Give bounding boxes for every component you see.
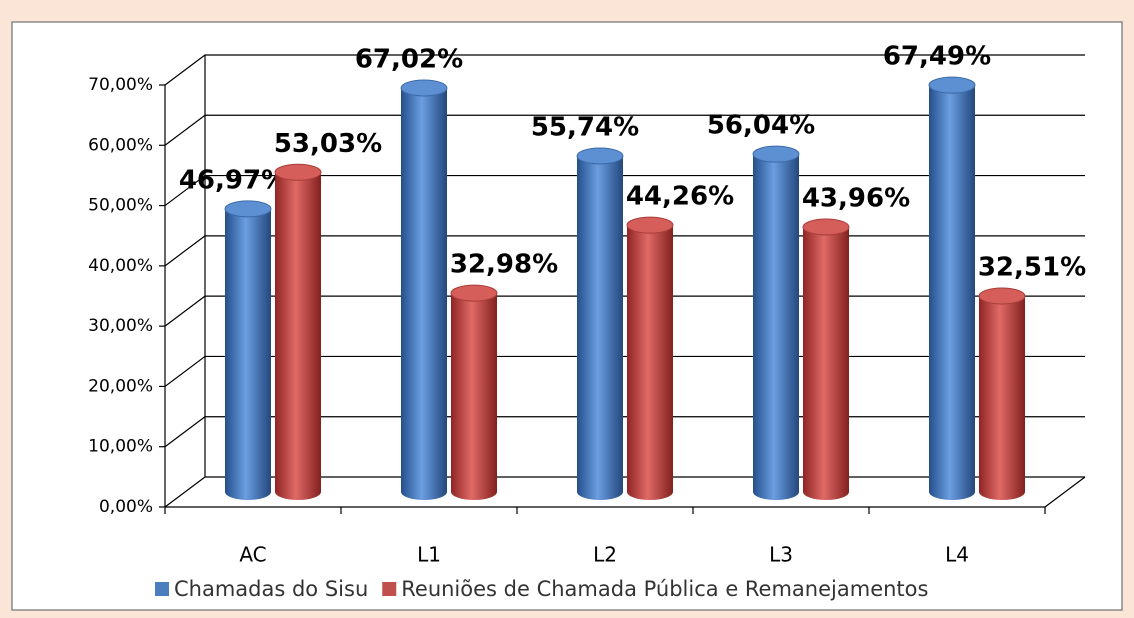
y-tick-label: 0,00% <box>99 497 153 517</box>
y-tick-label: 10,00% <box>88 437 153 457</box>
data-label: 56,04% <box>707 111 815 141</box>
bar-top <box>450 284 498 302</box>
data-label: 32,51% <box>978 253 1086 283</box>
data-label: 43,96% <box>802 183 910 213</box>
data-label: 67,49% <box>883 42 991 72</box>
bar <box>451 293 497 500</box>
x-tick-label: L4 <box>945 543 969 567</box>
data-label: 67,02% <box>355 44 463 74</box>
bar-top <box>576 147 624 165</box>
bar <box>753 154 799 500</box>
y-tick-label: 20,00% <box>88 376 153 396</box>
x-tick-label: L3 <box>769 543 793 567</box>
data-label: 44,26% <box>626 182 734 212</box>
bar-top <box>928 76 976 94</box>
bar-top <box>978 287 1026 305</box>
bar <box>577 155 623 501</box>
bar <box>803 226 849 500</box>
legend-label: Reuniões de Chamada Pública e Remanejame… <box>401 577 928 601</box>
bar-top <box>626 216 674 234</box>
y-tick-label: 60,00% <box>88 135 153 155</box>
bar <box>979 296 1025 500</box>
legend-swatch <box>382 582 397 596</box>
bar-top <box>802 218 850 236</box>
x-tick-label: L2 <box>593 543 617 567</box>
bar <box>401 87 447 500</box>
y-tick-label: 30,00% <box>88 316 153 336</box>
bar-top <box>400 79 448 97</box>
bar-top <box>752 145 800 163</box>
bar-top <box>274 163 322 181</box>
bar <box>225 208 271 500</box>
x-tick-label: L1 <box>417 543 441 567</box>
bar <box>627 225 673 501</box>
legend-label: Chamadas do Sisu <box>174 577 368 601</box>
x-tick-label: AC <box>239 543 266 567</box>
legend-swatch <box>155 582 169 596</box>
data-label: 32,98% <box>450 250 558 280</box>
data-label: 53,03% <box>274 129 382 159</box>
y-tick-label: 40,00% <box>88 256 153 276</box>
data-label: 55,74% <box>531 112 639 142</box>
bar <box>929 85 975 500</box>
y-tick-label: 70,00% <box>88 75 153 95</box>
bar <box>275 172 321 500</box>
bar-top <box>224 200 272 218</box>
y-tick-label: 50,00% <box>88 196 153 216</box>
data-label: 46,97% <box>179 165 287 195</box>
